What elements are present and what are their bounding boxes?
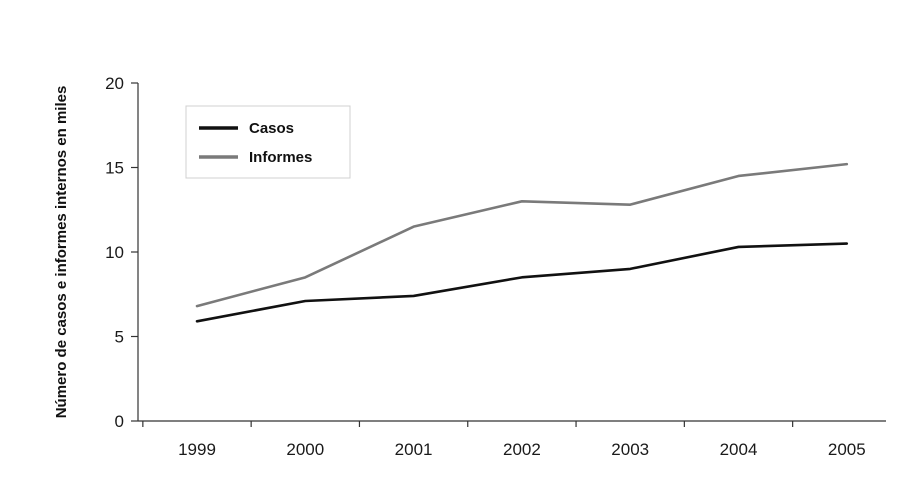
x-axis-ticks: 1999 2000 2001 2002 2003 2004 2005 (142, 421, 866, 459)
series-layer (195, 162, 849, 323)
y-tick-label: 15 (105, 159, 124, 178)
y-axis-label: Número de casos e informes internos en m… (53, 86, 70, 419)
x-tick-label: 1999 (178, 440, 216, 459)
legend: Casos Informes (185, 105, 351, 179)
series-line-informes (195, 162, 849, 308)
series-line-casos (195, 242, 849, 323)
x-tick-label: 2005 (828, 440, 866, 459)
x-tick-label: 2001 (395, 440, 433, 459)
x-tick-label: 2000 (286, 440, 324, 459)
y-tick-label: 10 (105, 243, 124, 262)
x-tick-label: 2003 (611, 440, 649, 459)
y-tick-label: 0 (115, 412, 124, 431)
legend-box (185, 105, 351, 179)
legend-label-informes: Informes (249, 149, 312, 166)
y-axis-ticks: 0 5 10 15 20 (105, 74, 138, 431)
x-tick-label: 2002 (503, 440, 541, 459)
x-tick-label: 2004 (720, 440, 758, 459)
y-tick-label: 5 (115, 328, 124, 347)
y-tick-label: 20 (105, 74, 124, 93)
legend-label-casos: Casos (249, 120, 294, 137)
